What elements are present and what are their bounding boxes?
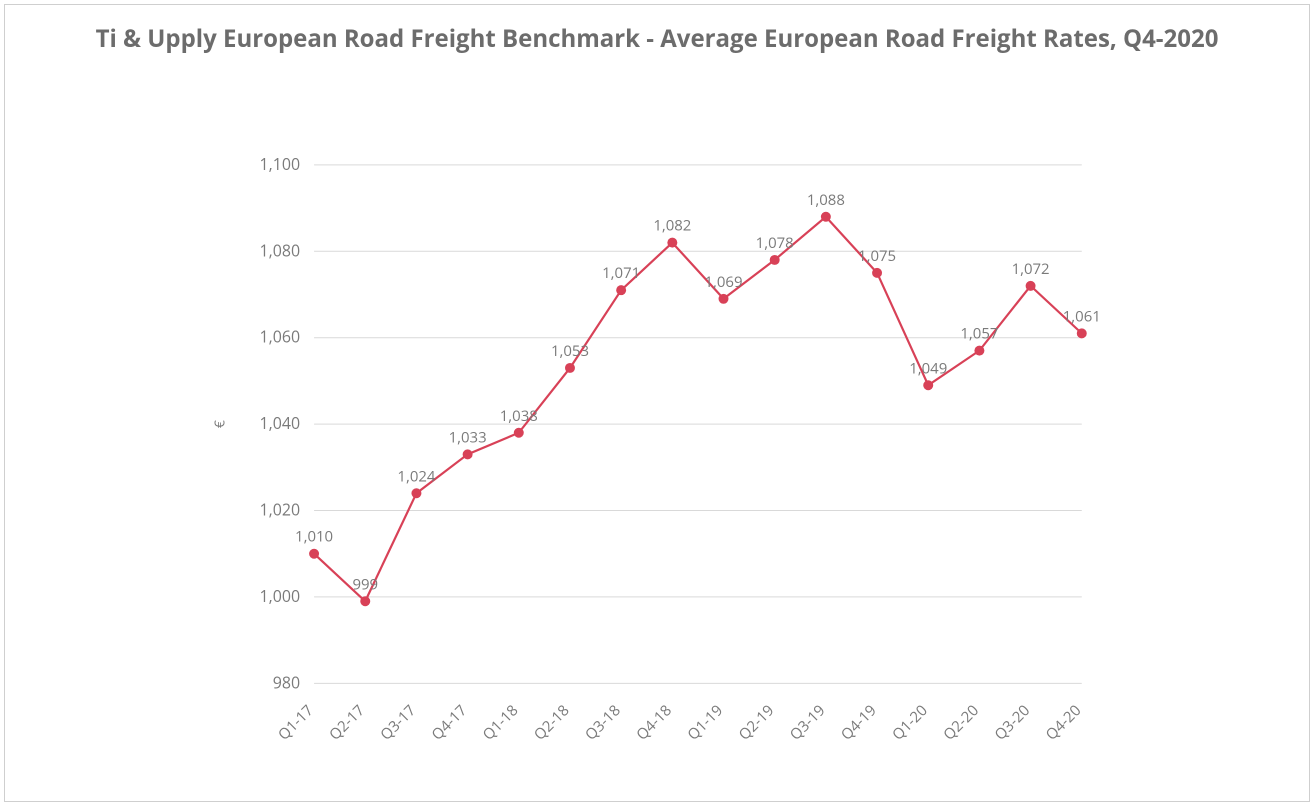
data-label: 999 [352,574,378,594]
data-label: 1,033 [449,427,487,447]
data-point [974,346,984,356]
x-tick-label: Q1-18 [478,701,522,745]
x-tick-label: Q3-17 [376,701,420,745]
x-tick-label: Q4-20 [1041,701,1085,745]
x-tick-label: Q4-18 [632,701,676,745]
data-point [872,268,882,278]
y-tick-label: 1,020 [260,498,301,520]
data-point [309,549,319,559]
x-tick-label: Q3-19 [786,701,830,745]
data-label: 1,071 [602,263,640,283]
data-point [411,488,421,498]
chart-area: 980 1,000 1,020 1,040 1,060 1,080 1,100 €1,010 Q… [5,125,1309,791]
line-chart-svg: 980 1,000 1,020 1,040 1,060 1,080 1,100 €1,010 Q… [5,125,1309,791]
data-label: 1,010 [295,527,333,547]
data-point [719,294,729,304]
data-label: 1,069 [704,272,742,292]
chart-frame: Ti & Upply European Road Freight Benchma… [4,4,1310,802]
chart-title: Ti & Upply European Road Freight Benchma… [5,5,1309,55]
data-point [770,255,780,265]
x-tick-label: Q3-20 [990,701,1034,745]
data-label: 1,082 [653,216,691,236]
x-tick-label: Q1-17 [274,701,318,745]
data-label: 1,057 [960,324,998,344]
data-label: 1,061 [1063,306,1101,326]
y-tick-label: 1,100 [260,153,301,175]
data-point [1077,328,1087,338]
series-line [314,217,1082,602]
data-point [821,212,831,222]
data-point [565,363,575,373]
y-tick-label: 1,040 [260,412,301,434]
x-tick-label: Q1-19 [683,701,727,745]
y-tick-label: 1,080 [260,239,301,261]
data-point [667,238,677,248]
x-tick-label: Q4-19 [837,701,881,745]
data-point [923,380,933,390]
data-label: 1,088 [807,190,845,210]
y-tick-label: 1,000 [260,585,301,607]
y-axis-title: € [210,420,229,428]
x-tick-label: Q1-20 [888,701,932,745]
data-point [616,285,626,295]
data-label: 1,072 [1012,259,1050,279]
data-point [1026,281,1036,291]
data-label: 1,078 [756,233,794,253]
x-tick-label: Q2-18 [530,701,574,745]
data-label: 1,038 [500,406,538,426]
x-tick-label: Q2-20 [939,701,983,745]
y-tick-label: 1,060 [260,326,301,348]
x-tick-label: Q3-18 [581,701,625,745]
x-tick-label: Q4-17 [427,701,471,745]
data-label: 1,024 [397,466,435,486]
data-point [360,596,370,606]
data-point [463,449,473,459]
x-tick-label: Q2-19 [734,701,778,745]
data-label: 1,053 [551,341,589,361]
x-tick-label: Q2-17 [325,701,369,745]
data-label: 1,075 [858,246,896,266]
y-tick-label: 980 [273,671,300,693]
data-label: 1,049 [909,358,947,378]
data-point [514,428,524,438]
